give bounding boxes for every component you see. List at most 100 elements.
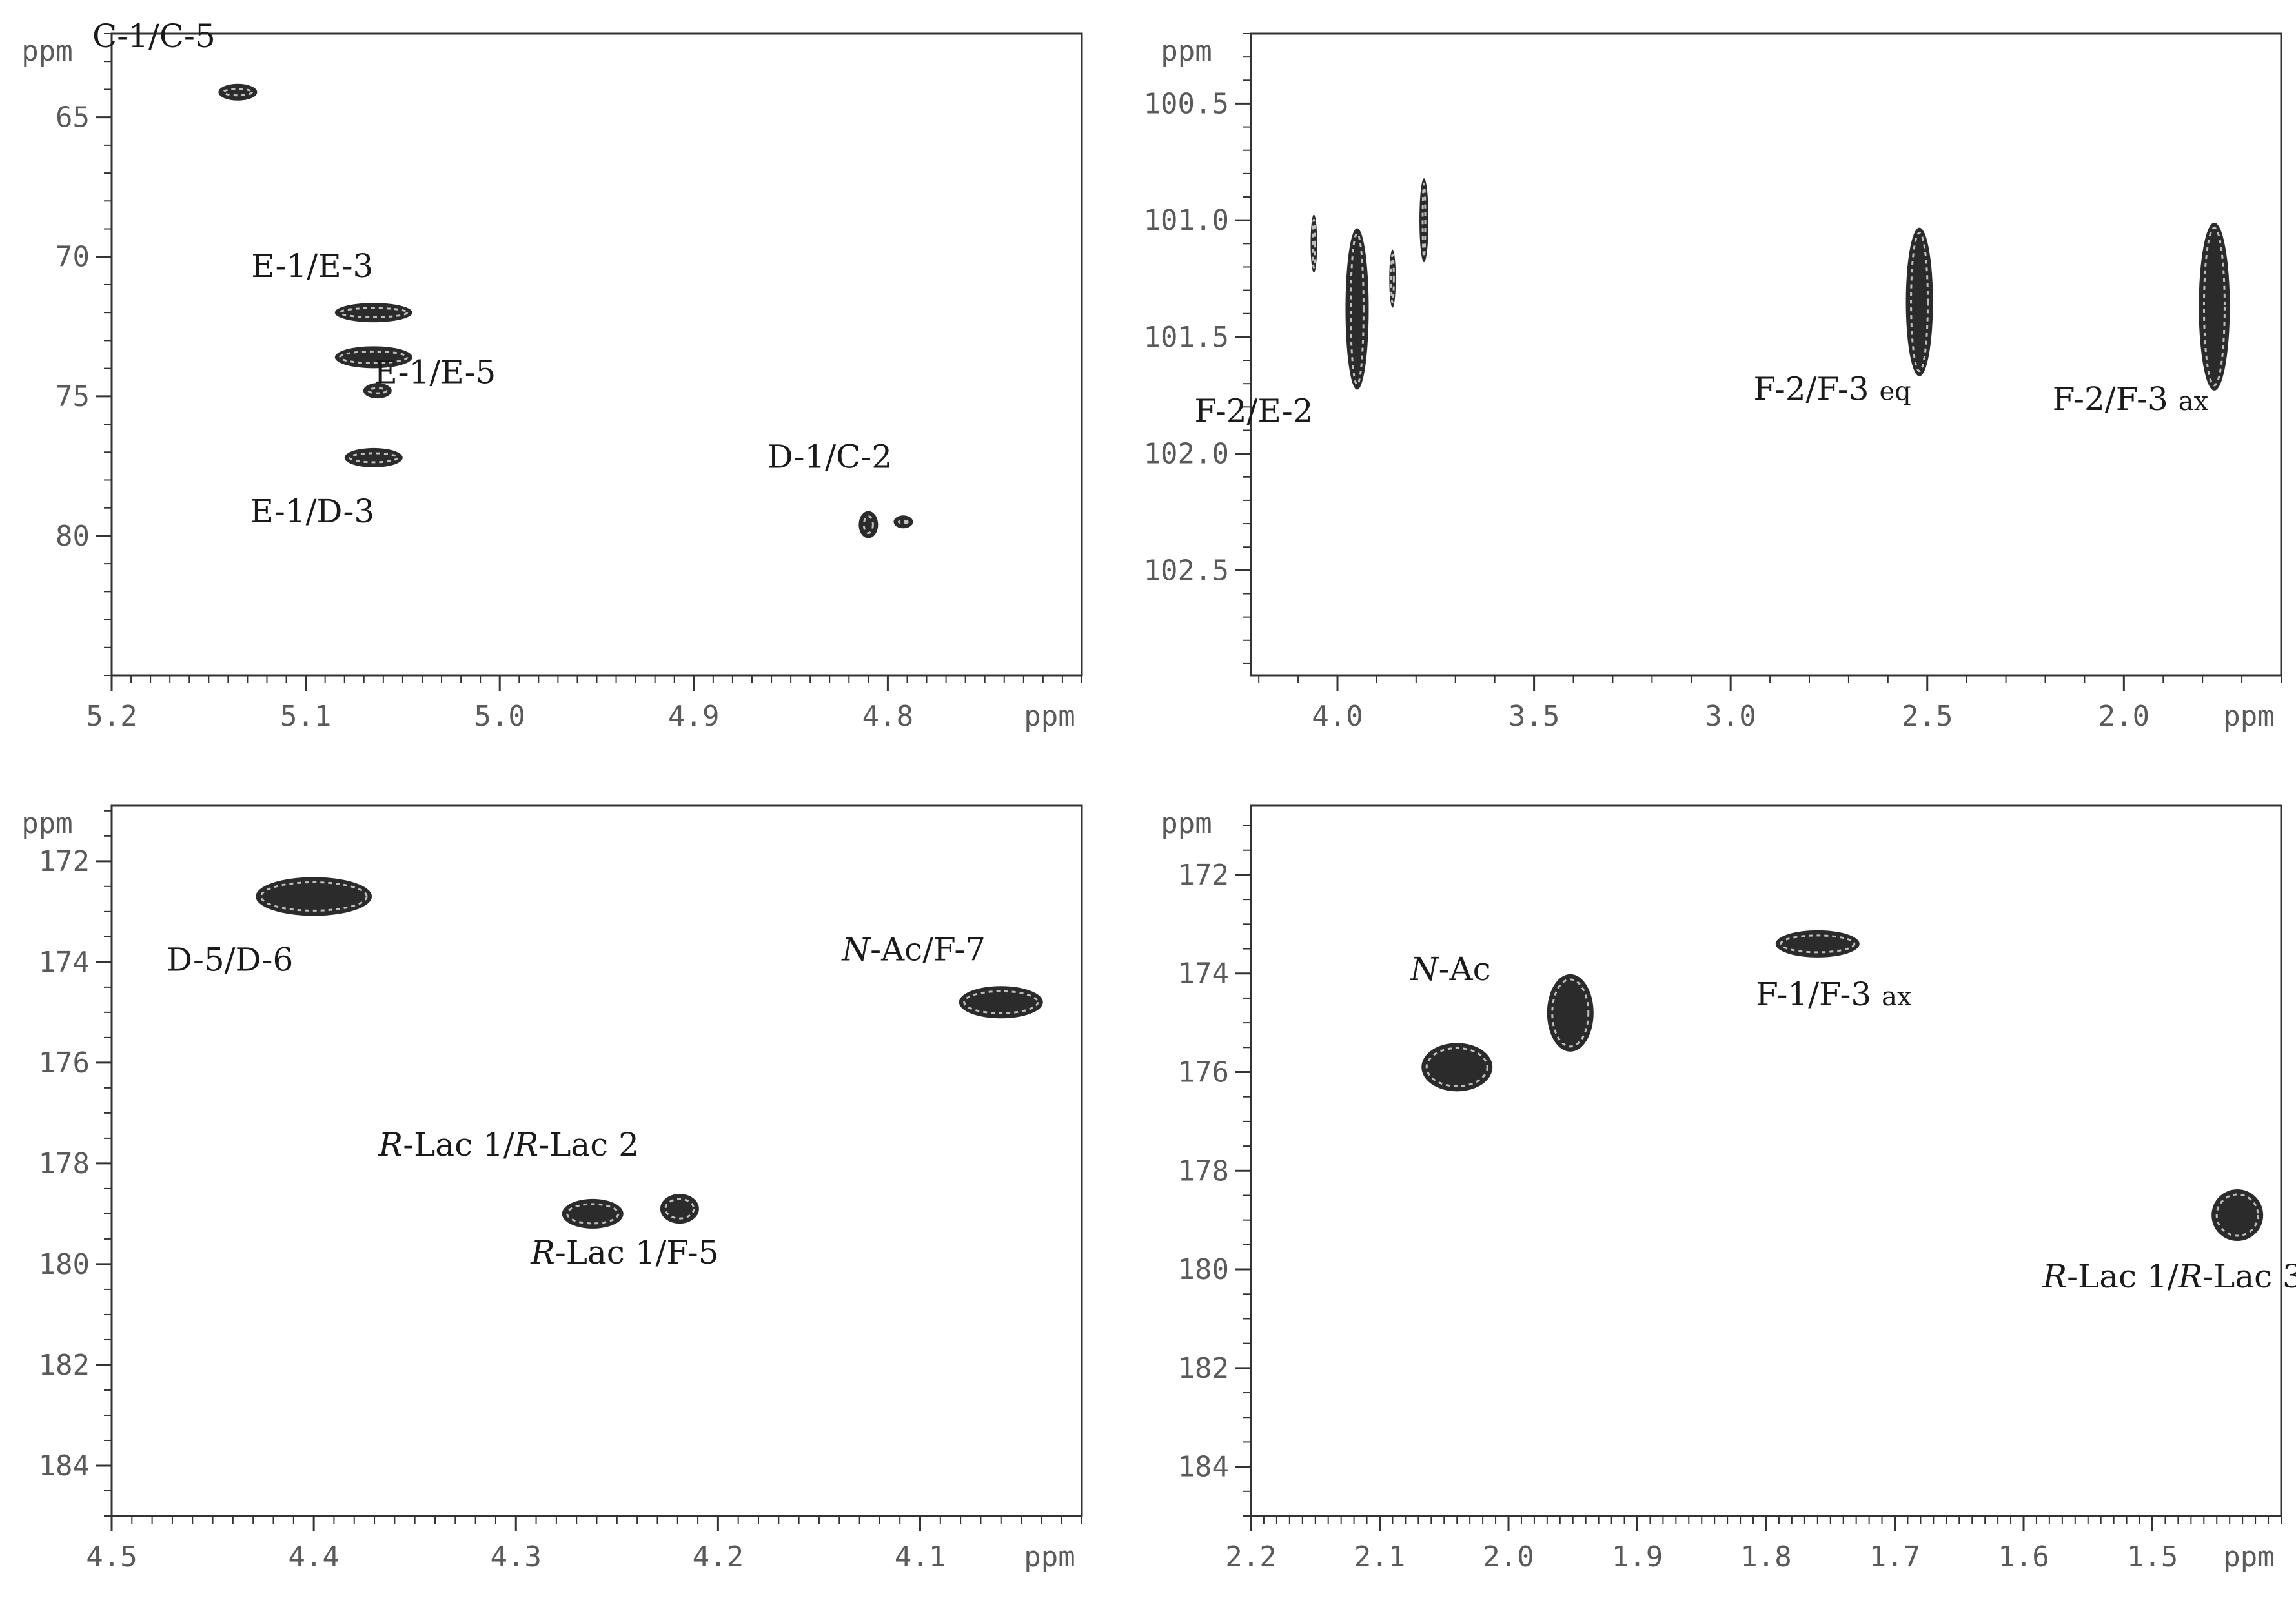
cross-peak-label: N-Ac	[1410, 950, 1491, 988]
x-tick-label: 5.1	[280, 700, 331, 733]
y-tick-label: 101.5	[1144, 321, 1229, 354]
x-tick-label: 4.1	[895, 1541, 946, 1573]
cross-peak	[959, 986, 1043, 1019]
cross-peak	[334, 346, 412, 369]
cross-peak-spot	[1905, 227, 1933, 376]
y-tick-label: 184	[1178, 1451, 1229, 1484]
cross-peak-contour	[367, 387, 388, 394]
y-unit-label: ppm	[1161, 35, 1212, 68]
plot-frame	[110, 32, 1083, 677]
y-unit-label: ppm	[21, 807, 72, 840]
cross-peak-spot	[1345, 228, 1369, 390]
cross-peak	[2211, 1189, 2264, 1242]
x-tick-label: 4.9	[668, 700, 719, 733]
cross-peak-spot	[858, 511, 879, 538]
cross-peak	[1389, 249, 1396, 308]
cross-peak	[1905, 227, 1933, 376]
y-tick-label: 178	[1178, 1154, 1229, 1187]
cross-peak-spot	[334, 303, 412, 323]
cross-peak	[2199, 222, 2230, 391]
x-tick-label: 1.6	[1998, 1541, 2049, 1573]
y-tick-label: 100.5	[1144, 87, 1229, 120]
x-tick-label: 4.4	[288, 1541, 339, 1573]
cross-peak-contour	[349, 452, 399, 464]
cross-peak-contour	[1910, 232, 1929, 373]
x-tick-label: 4.3	[491, 1541, 542, 1573]
cross-peak	[858, 511, 879, 538]
x-tick-label: 4.0	[1312, 700, 1363, 733]
y-tick-label: 172	[39, 845, 90, 878]
y-tick-label: 180	[1178, 1253, 1229, 1286]
cross-peak-contour	[339, 350, 409, 364]
cross-peak-contour	[259, 881, 368, 912]
cross-peak-label: E-1/D-3	[250, 493, 374, 530]
y-tick-label: 174	[39, 946, 90, 979]
cross-peak-label: R-Lac 1/R-Lac 3	[2042, 1258, 2296, 1295]
y-tick-label: 184	[39, 1449, 90, 1482]
cross-peak-spot	[2199, 222, 2230, 391]
cross-peak	[562, 1198, 624, 1229]
x-tick-label: 2.2	[1225, 1541, 1276, 1573]
x-tick-label: 4.2	[693, 1541, 744, 1573]
x-tick-label: 4.5	[86, 1541, 137, 1573]
cross-peak-label: E-1/E-3	[251, 247, 373, 285]
x-tick-label: 3.5	[1509, 700, 1559, 733]
cross-peak-contour	[1425, 1047, 1488, 1087]
y-tick-label: 180	[39, 1248, 90, 1281]
y-tick-label: 75	[56, 380, 90, 413]
cross-peak-spot	[344, 447, 403, 467]
y-tick-label: 80	[56, 520, 90, 553]
cross-peak-contour	[664, 1198, 695, 1220]
cross-peak-label: D-5/D-6	[167, 941, 293, 978]
cross-peak-contour	[1780, 934, 1856, 954]
cross-peak-contour	[1311, 218, 1316, 269]
cross-peak-contour	[2215, 1193, 2259, 1237]
cross-peak-contour	[1421, 182, 1427, 258]
cross-peak	[1775, 930, 1860, 958]
x-tick-label: 3.0	[1705, 700, 1756, 733]
x-tick-label: 5.0	[474, 700, 525, 733]
x-tick-label: 5.2	[86, 700, 137, 733]
y-unit-label: ppm	[21, 35, 72, 68]
x-tick-label: 2.0	[2098, 700, 2149, 733]
cross-peak	[1421, 1043, 1493, 1092]
y-tick-label: 101.0	[1144, 204, 1229, 237]
y-unit-label: ppm	[1161, 807, 1212, 840]
cross-peak	[334, 303, 412, 323]
x-tick-label: 1.8	[1740, 1541, 1791, 1573]
cross-peak-label: R-Lac 1/R-Lac 2	[378, 1126, 639, 1163]
cross-peak	[1310, 214, 1317, 273]
cross-peak-spot	[363, 383, 392, 399]
cross-peak-contour	[566, 1203, 620, 1225]
panel-bottom-right: 2.2 2.1 2.0 1.9 1.8 1.7 1.6 1.5 172 174 176 178 180 1…	[1161, 804, 2296, 1573]
cross-peak-spot	[218, 83, 258, 101]
x-tick-label: 2.1	[1354, 1541, 1405, 1573]
cross-peak-contour	[1551, 978, 1590, 1048]
panel-top-left: 5.2 5.1 5.0 4.9 4.8 65 70 75 80 ppm ppm C-1/C-5 E-1/…	[21, 17, 1083, 733]
cross-peak	[256, 877, 372, 916]
cross-peak-spot	[256, 877, 372, 916]
x-tick-label: 2.5	[1902, 700, 1953, 733]
x-unit-label: ppm	[1024, 1541, 1075, 1573]
cross-peak	[344, 447, 403, 467]
y-tick-label: 102.5	[1144, 554, 1229, 587]
cross-peak	[660, 1194, 699, 1224]
cross-peak-label: D-1/C-2	[767, 438, 893, 476]
cross-peak-spot	[2211, 1189, 2264, 1242]
x-tick-label: 1.5	[2127, 1541, 2178, 1573]
panel-bottom-left: 4.5 4.4 4.3 4.2 4.1 172 174 176 178 180 182 184 ppm p…	[21, 804, 1083, 1573]
cross-peak-spot	[1775, 930, 1860, 958]
cross-peak-label: F-2/F-3 eq	[1753, 371, 1911, 408]
cross-peak	[893, 515, 913, 529]
cross-peak-spot	[1419, 178, 1429, 263]
x-unit-label: ppm	[1024, 700, 1075, 733]
y-tick-label: 65	[56, 101, 90, 134]
cross-peak-label: F-1/F-3 ax	[1756, 976, 1912, 1013]
cross-peak-spot	[1547, 974, 1594, 1052]
y-tick-label: 70	[56, 241, 90, 274]
x-unit-label: ppm	[2223, 1541, 2274, 1573]
cross-peak-contour	[222, 88, 253, 97]
cross-peak-contour	[862, 515, 874, 535]
cross-peak-label: F-2/F-3 ax	[2053, 380, 2209, 418]
